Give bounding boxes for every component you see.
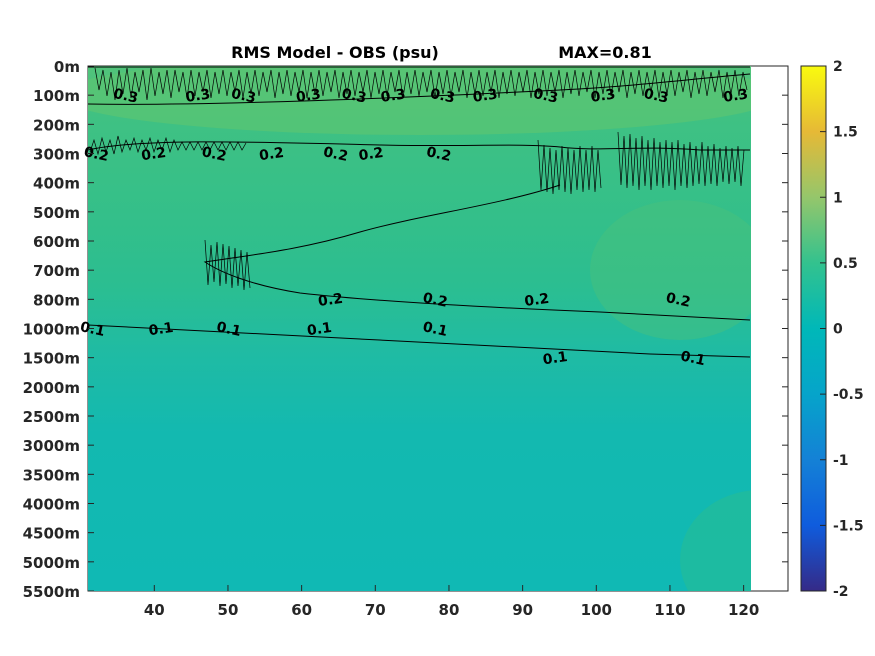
colorbar-tick-label: 0 xyxy=(833,322,843,338)
x-tick-label: 50 xyxy=(218,601,239,619)
x-tick-label: 120 xyxy=(728,601,759,619)
heatmap-field xyxy=(88,66,751,591)
contour-label: 0.2 xyxy=(140,145,167,164)
contour-label: 0.3 xyxy=(590,87,617,106)
y-tick-label: 1500m xyxy=(23,350,80,368)
chart-title: RMS Model - OBS (psu) xyxy=(231,43,439,62)
y-tick-label: 4500m xyxy=(23,525,80,543)
y-tick-label: 100m xyxy=(33,87,80,105)
contour-label: 0.1 xyxy=(306,320,333,339)
y-tick-label: 4000m xyxy=(23,496,80,514)
contour-label: 0.3 xyxy=(642,86,670,107)
y-tick-label: 700m xyxy=(33,262,80,280)
contour-label: 0.1 xyxy=(79,319,107,340)
contour-label: 0.3 xyxy=(472,87,499,106)
y-tick-label: 800m xyxy=(33,291,80,309)
y-tick-label: 5000m xyxy=(23,554,80,572)
contour-label: 0.2 xyxy=(358,145,385,164)
contour-label: 0.3 xyxy=(380,87,407,106)
contour-label: 0.3 xyxy=(295,87,322,106)
x-tick-label: 70 xyxy=(365,601,386,619)
contour-label: 0.1 xyxy=(679,348,707,369)
y-tick-label: 3000m xyxy=(23,437,80,455)
colorbar-ticks: 2 1.5 1 0.5 0 -0.5 -1 -1.5 -2 xyxy=(820,59,864,600)
y-tick-label: 500m xyxy=(33,204,80,222)
contour-line-0.2-upper xyxy=(88,141,750,151)
y-tick-label: 2000m xyxy=(23,379,80,397)
y-tick-label: 300m xyxy=(33,146,80,164)
y-tick-label: 2500m xyxy=(23,408,80,426)
contour-label: 0.3 xyxy=(532,86,560,107)
contour-labels: 0.1 0.1 0.1 0.1 0.1 0.1 0.1 0.2 0.2 0.2 0.2 0.2 0.2 0… xyxy=(79,86,749,369)
contour-label: 0.1 xyxy=(542,349,569,368)
east-mid-depth-patch xyxy=(590,200,751,340)
y-tick-label: 1000m xyxy=(23,321,80,339)
contour-label: 0.2 xyxy=(82,144,110,165)
y-tick-label: 3500m xyxy=(23,466,80,484)
contour-label: 0.2 xyxy=(421,290,449,311)
contour-label: 0.3 xyxy=(340,86,368,107)
y-tick-label: 5500m xyxy=(23,583,80,601)
contour-label: 0.2 xyxy=(664,290,692,311)
contour-noise xyxy=(89,67,748,291)
contour-label: 0.1 xyxy=(148,320,175,339)
contour-label: 0.3 xyxy=(112,86,140,107)
contour-line-surface xyxy=(88,66,751,105)
colorbar-tick-label: 2 xyxy=(833,59,843,75)
x-tick-label: 90 xyxy=(512,601,533,619)
colorbar-tick-label: -0.5 xyxy=(833,387,864,403)
deep-east-patch xyxy=(680,490,751,591)
x-tick-label: 40 xyxy=(144,601,165,619)
contour-label: 0.3 xyxy=(230,86,258,107)
contour-label: 0.2 xyxy=(258,145,285,164)
y-tick-label: 600m xyxy=(33,233,80,251)
max-label: MAX=0.81 xyxy=(558,43,652,62)
colorbar-tick-label: -1 xyxy=(833,453,849,469)
contour-label: 0.1 xyxy=(215,319,243,340)
contour-line-0.2-tongue xyxy=(203,184,751,321)
x-tick-label: 60 xyxy=(291,601,312,619)
contour-label: 0.2 xyxy=(317,291,344,310)
y-tick-label: 0m xyxy=(54,58,80,76)
y-tick-label: 400m xyxy=(33,175,80,193)
colorbar-tick-label: -1.5 xyxy=(833,518,864,534)
y-axis: 0m 100m 200m 300m 400m 500m 600m 700m 800m 1000m 1… xyxy=(23,58,788,601)
colorbar-tick-label: -2 xyxy=(833,584,849,600)
y-tick-label: 200m xyxy=(33,116,80,134)
contour-label: 0.3 xyxy=(722,87,749,106)
contour-label: 0.2 xyxy=(425,144,453,165)
x-axis: 40 50 60 70 80 90 100 110 120 xyxy=(144,585,759,619)
contour-label: 0.3 xyxy=(429,86,457,107)
contour-label: 0.2 xyxy=(200,144,228,165)
contour-label: 0.3 xyxy=(185,87,212,106)
colorbar-tick-label: 0.5 xyxy=(833,256,858,272)
contour-label: 0.2 xyxy=(523,291,550,310)
x-tick-label: 110 xyxy=(654,601,685,619)
contour-label: 0.2 xyxy=(322,144,350,165)
x-tick-label: 100 xyxy=(581,601,612,619)
x-tick-label: 80 xyxy=(439,601,460,619)
colorbar-tick-label: 1.5 xyxy=(833,125,858,141)
contour-label: 0.1 xyxy=(421,319,449,340)
colorbar-tick-label: 1 xyxy=(833,190,843,206)
